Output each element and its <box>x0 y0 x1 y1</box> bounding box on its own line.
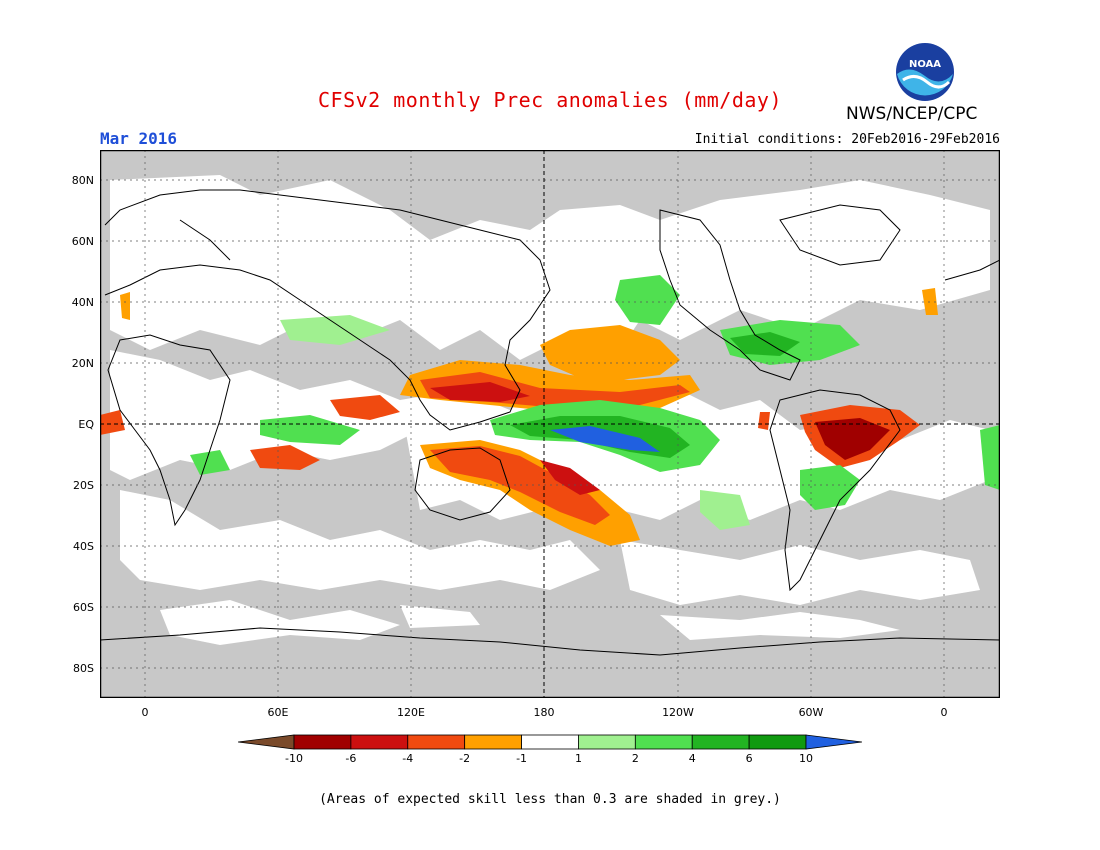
lon-label: 60E <box>267 706 289 719</box>
colorbar-label: 1 <box>574 752 582 765</box>
svg-text:NOAA: NOAA <box>909 59 941 70</box>
colorbar-segment <box>805 734 862 750</box>
lon-label: 120E <box>397 706 425 719</box>
colorbar-label: -1 <box>516 752 528 765</box>
colorbar-label: -2 <box>459 752 471 765</box>
noaa-logo-icon: NOAA <box>896 43 954 101</box>
initial-conditions: Initial conditions: 20Feb2016-29Feb2016 <box>694 132 1000 147</box>
colorbar-segment <box>578 734 636 750</box>
colorbar-segment <box>691 734 750 750</box>
lat-label: 40N <box>71 296 94 309</box>
lat-label: 80S <box>73 662 94 675</box>
lon-label: 120W <box>662 706 694 719</box>
lat-label: 40S <box>73 540 94 553</box>
lon-label: 0 <box>141 706 149 719</box>
colorbar-label: -6 <box>345 752 357 765</box>
lon-label: 0 <box>940 706 948 719</box>
colorbar-segment <box>748 734 807 750</box>
lat-label: 20S <box>73 479 94 492</box>
colorbar-legend <box>238 734 862 750</box>
precip-anomaly-map <box>100 150 1000 698</box>
coastlines <box>100 189 1000 656</box>
lon-label: 60W <box>798 706 824 719</box>
skill-note: (Areas of expected skill less than 0.3 a… <box>319 792 781 807</box>
map-title: CFSv2 monthly Prec anomalies (mm/day) <box>317 88 783 112</box>
colorbar-segment <box>350 734 409 750</box>
colorbar-label: -4 <box>402 752 414 765</box>
organization-label: NWS/NCEP/CPC <box>846 104 978 124</box>
lat-label: 20N <box>71 357 94 370</box>
dry-anomalies <box>100 288 938 546</box>
colorbar-segment <box>293 734 352 750</box>
lat-label: EQ <box>78 418 94 431</box>
colorbar-segment <box>238 734 295 750</box>
wet-anomalies <box>190 275 1000 530</box>
lat-lon-grid <box>100 150 1000 698</box>
colorbar-segment <box>634 734 693 750</box>
colorbar-label: 2 <box>631 752 639 765</box>
equator-dateline <box>100 150 1000 698</box>
lon-label: 180 <box>533 706 555 719</box>
colorbar-label: 4 <box>688 752 696 765</box>
colorbar-label: 10 <box>799 752 813 765</box>
colorbar-label: -10 <box>285 752 303 765</box>
colorbar-segment <box>521 734 579 750</box>
lat-label: 60N <box>71 235 94 248</box>
colorbar-segment <box>407 734 466 750</box>
lat-label: 80N <box>71 174 94 187</box>
lat-label: 60S <box>73 601 94 614</box>
colorbar-label: 6 <box>745 752 753 765</box>
colorbar-segment <box>464 734 522 750</box>
forecast-month: Mar 2016 <box>100 129 178 148</box>
